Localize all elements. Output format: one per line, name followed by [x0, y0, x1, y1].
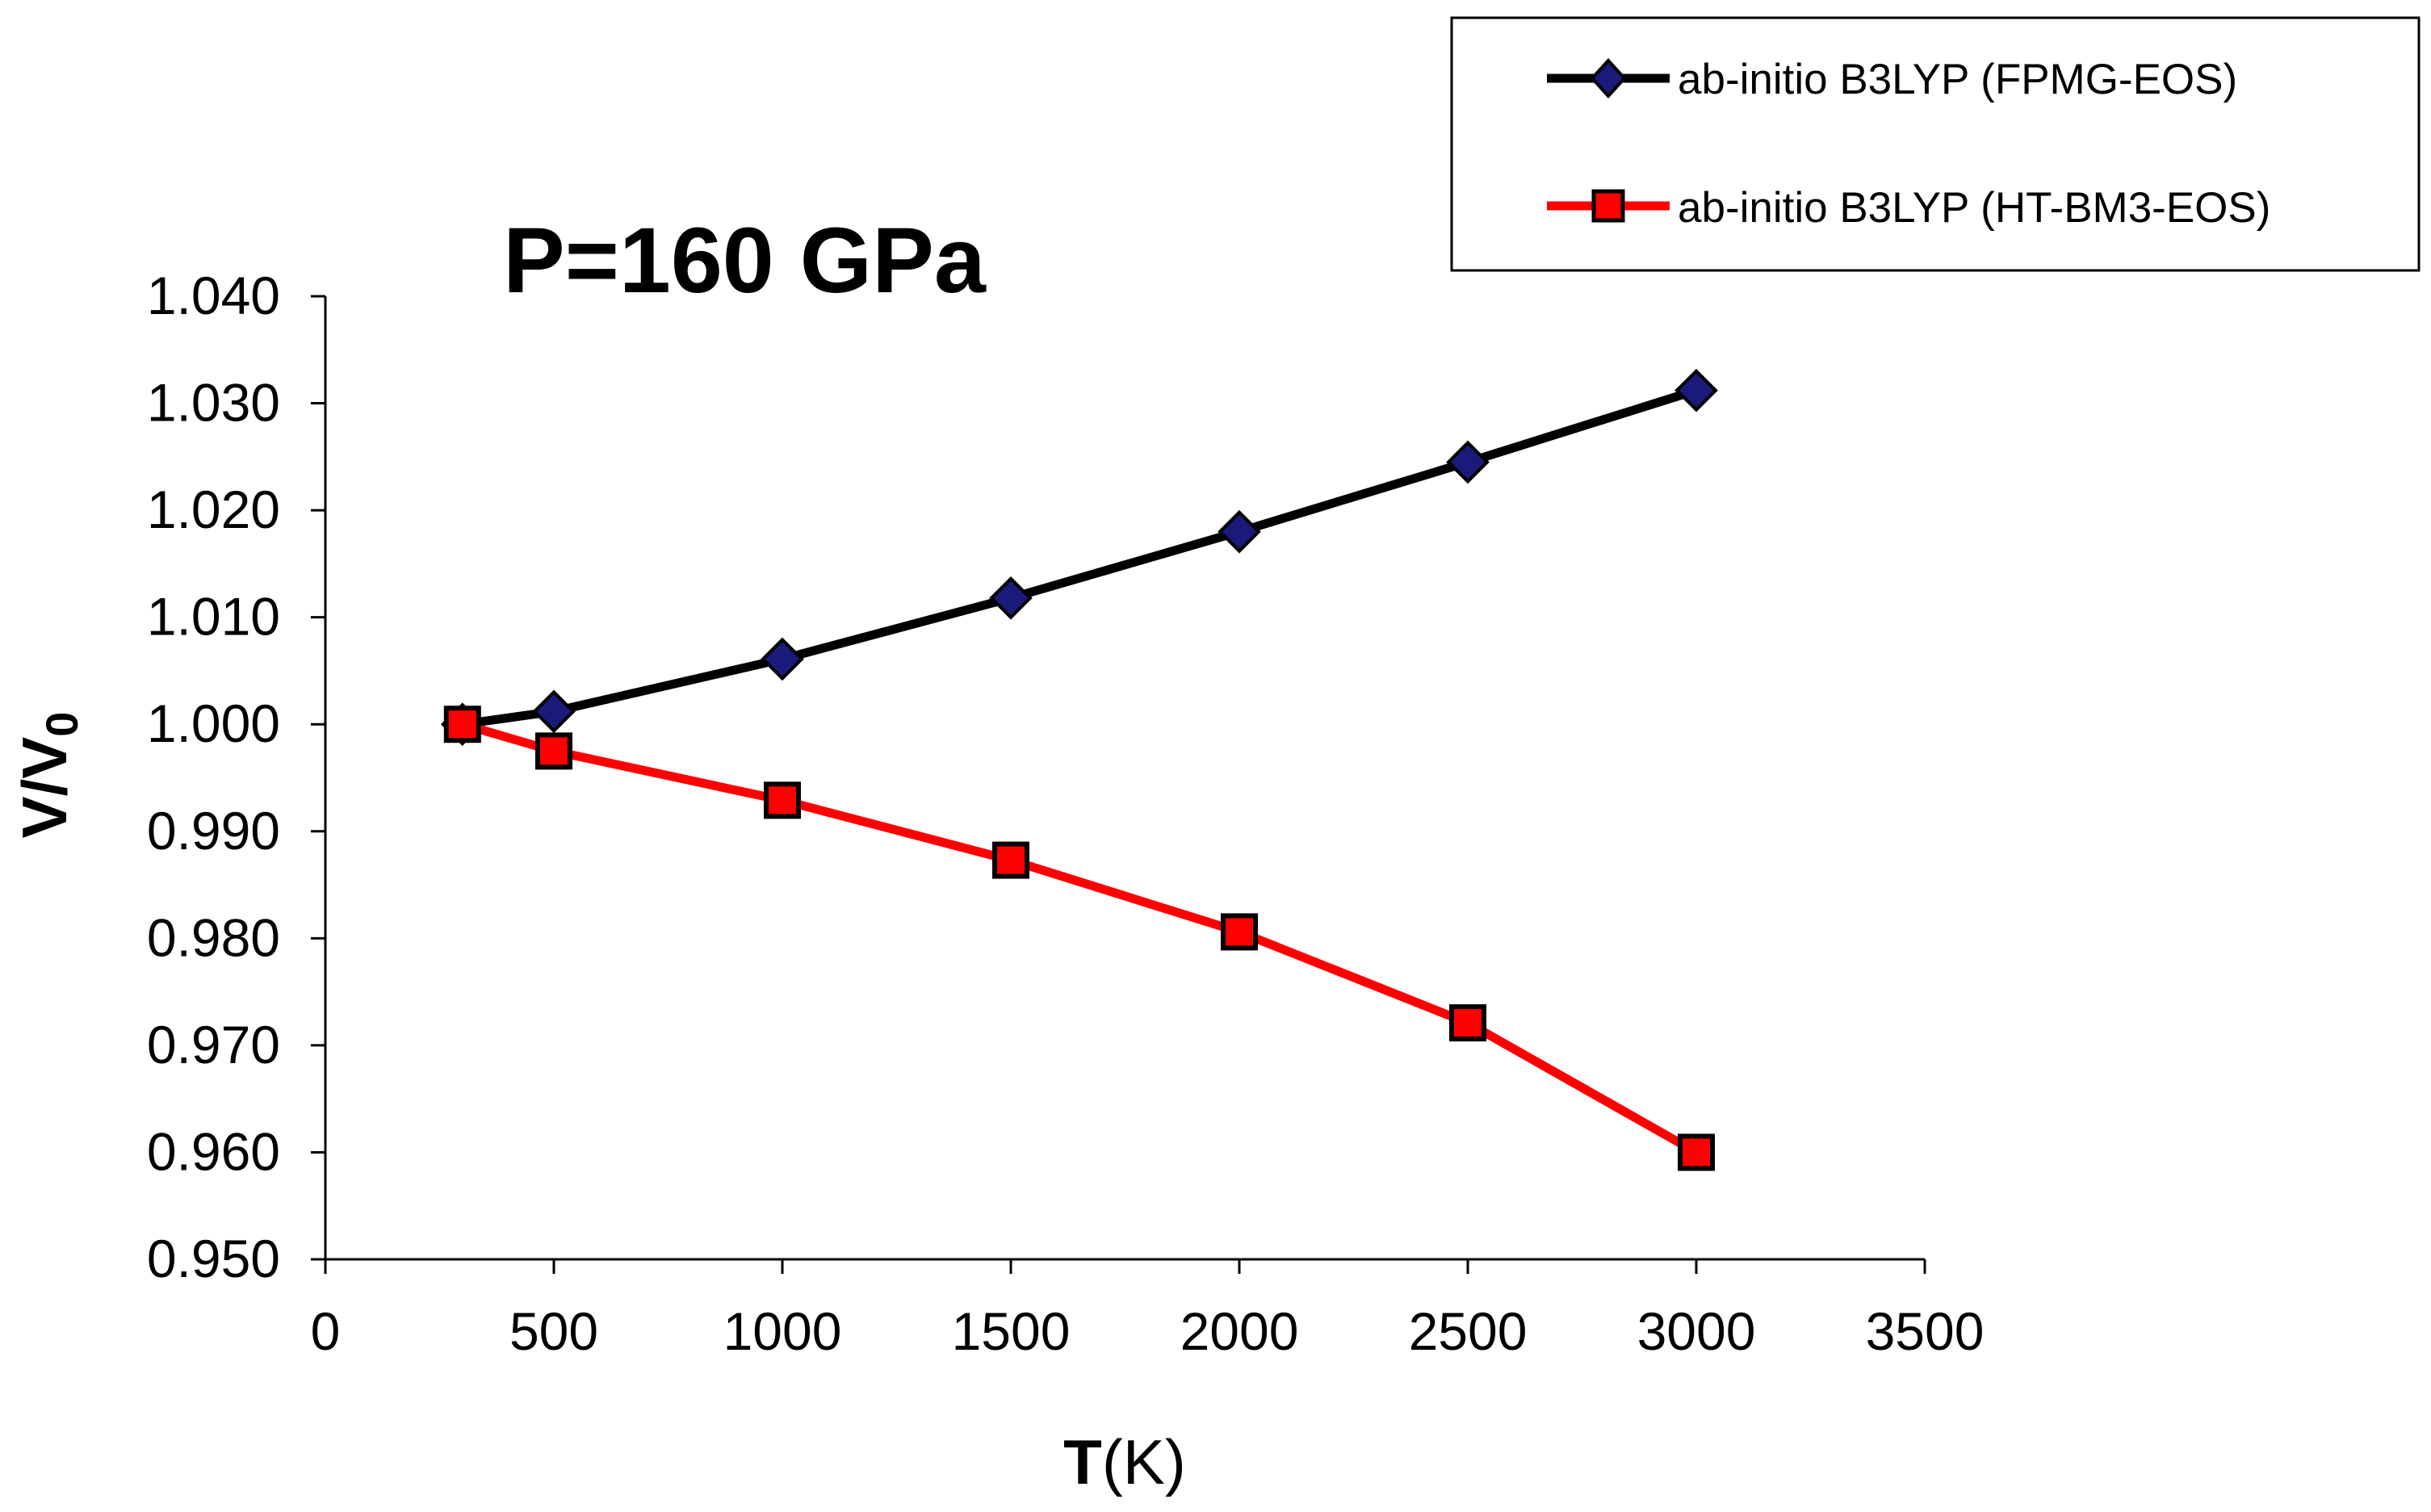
data-point-square: [992, 841, 1029, 879]
y-tick-label: 0.980: [147, 907, 280, 967]
y-tick-label: 1.030: [147, 373, 280, 433]
x-tick-label: 1500: [952, 1301, 1071, 1361]
data-point-diamond: [1446, 440, 1490, 484]
data-point-diamond: [1674, 368, 1718, 413]
data-point-diamond: [761, 637, 804, 681]
x-tick-label: 3500: [1866, 1301, 1985, 1361]
data-point-square: [1449, 1004, 1486, 1042]
x-tick-label: 500: [509, 1301, 598, 1361]
series-layer: [440, 368, 1718, 1171]
legend-label-htbm3: ab-initio B3LYP (HT-BM3-EOS): [1678, 184, 2270, 232]
y-axis-title: V/V0: [9, 712, 87, 839]
chart-title: P=160 GPa: [503, 209, 987, 312]
y-tick-label: 0.990: [147, 801, 280, 861]
legend-marker-htbm3: [1591, 189, 1625, 223]
y-tick-label: 1.020: [147, 480, 280, 539]
data-point-diamond: [1218, 509, 1261, 554]
legend-label-fpmg: ab-initio B3LYP (FPMG-EOS): [1678, 56, 2237, 103]
data-point-diamond: [532, 689, 576, 734]
x-tick-label: 2000: [1180, 1301, 1299, 1361]
x-tick-label: 2500: [1409, 1301, 1528, 1361]
x-tick-label: 3000: [1637, 1301, 1756, 1361]
y-tick-label: 0.950: [147, 1229, 280, 1288]
x-axis-title: T(K): [1063, 1426, 1186, 1497]
legend-marker-fpmg: [1590, 58, 1627, 98]
y-tick-label: 1.010: [147, 587, 280, 647]
data-point-square: [1221, 913, 1258, 951]
x-axis-title-bold: T: [1063, 1426, 1102, 1497]
x-ticks: 0 500 1000 1500 2000 2500 3000 3500: [311, 1259, 1985, 1361]
data-point-square: [535, 732, 572, 770]
y-tick-label: 0.960: [147, 1121, 280, 1181]
y-ticks: 0.950 0.960 0.970 0.980 0.990 1.000 1.010 1.020…: [147, 266, 325, 1288]
y-axis-title-main: V/V: [9, 737, 80, 839]
x-tick-label: 0: [311, 1301, 341, 1361]
legend-entry-fpmg: ab-initio B3LYP (FPMG-EOS): [1547, 56, 2237, 103]
x-tick-label: 1000: [723, 1301, 842, 1361]
data-point-diamond: [989, 576, 1033, 620]
axes: 0.950 0.960 0.970 0.980 0.990 1.000 1.010 1.020…: [147, 266, 1985, 1361]
y-tick-label: 0.970: [147, 1015, 280, 1074]
legend-entry-htbm3: ab-initio B3LYP (HT-BM3-EOS): [1547, 184, 2270, 232]
data-point-square: [443, 706, 481, 743]
y-tick-label: 1.000: [147, 693, 280, 753]
legend-box: [1450, 16, 2421, 272]
y-tick-label: 1.040: [147, 266, 280, 325]
y-axis-title-sub: 0: [36, 712, 87, 737]
data-point-square: [764, 781, 801, 819]
data-point-square: [1678, 1133, 1715, 1171]
svg-text:V/V0: V/V0: [9, 712, 87, 839]
series-1: [443, 706, 1715, 1171]
x-axis-title-rest: (K): [1102, 1426, 1186, 1497]
legend: ab-initio B3LYP (FPMG-EOS) ab-initio B3L…: [1450, 16, 2421, 272]
